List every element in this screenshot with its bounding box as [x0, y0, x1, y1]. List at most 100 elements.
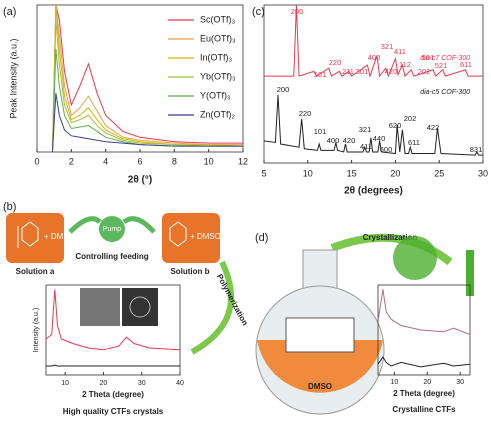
step-label: Polymerization	[215, 273, 250, 328]
peak-label: 202	[418, 67, 431, 76]
molecule-b	[169, 221, 187, 247]
peak-label: 321	[359, 125, 372, 134]
series-line	[51, 19, 243, 152]
peak-label: 400	[368, 53, 381, 62]
peak-label: 611	[408, 138, 420, 147]
x-tick-label: 0	[34, 156, 39, 166]
crystal-structure	[393, 236, 437, 280]
reagent-label: + DMSO	[190, 232, 221, 241]
x-tick-label: 4	[103, 156, 108, 166]
pump-label: Pump	[103, 226, 121, 233]
series-line	[378, 289, 470, 335]
peak-label: 411	[360, 142, 372, 151]
series-line	[46, 364, 180, 367]
solution-a-box	[6, 213, 64, 263]
peak-label: 420	[343, 136, 356, 145]
solution-b-box	[162, 213, 220, 263]
legend-label: Zn(OTf)₂	[200, 109, 235, 119]
peak-label: 200	[291, 7, 304, 16]
feeding-label: Controlling feeding	[75, 252, 148, 261]
peak-label: 620	[389, 121, 402, 130]
x-tick-label: 10	[61, 380, 69, 387]
plot-frame	[263, 4, 484, 164]
peak-label: 220	[329, 58, 342, 67]
y-axis-label: Intensity (a.u.)	[33, 308, 40, 352]
reagent-label: + DMSO	[44, 232, 75, 241]
solvent-label: DMSO	[308, 382, 332, 391]
caption: High quality CTFs crystals	[63, 407, 164, 416]
peak-label: 211	[342, 67, 354, 76]
plot-frame	[377, 284, 471, 376]
peak-label: 220	[299, 109, 312, 118]
peak-label: 202	[404, 114, 417, 123]
x-tick-label: 15	[347, 168, 357, 178]
series-label: dia-c7 COF-300	[420, 55, 470, 62]
series-label: dia-c5 COF-300	[420, 89, 470, 96]
x-tick-label: 30	[138, 380, 146, 387]
legend-label: Yb(OTf)₃	[200, 71, 236, 81]
x-axis-label: 2 Theta (degree)	[82, 390, 144, 399]
panel-label: (d)	[255, 232, 268, 244]
x-tick-label: 40	[176, 380, 184, 387]
x-tick-label: 25	[434, 168, 444, 178]
legend-label: In(OTf)₃	[200, 52, 232, 62]
legend-label: Eu(OTf)₃	[200, 33, 236, 43]
peak-label: 501	[422, 53, 435, 62]
reaction-box	[285, 317, 355, 353]
solution-label: Solution b	[170, 267, 209, 276]
peak-label: 831	[470, 145, 483, 154]
x-tick-label: 8	[172, 156, 177, 166]
series-line	[51, 5, 243, 152]
x-axis-label: 2θ (°)	[128, 175, 152, 186]
series-line	[46, 289, 180, 351]
crystal-stack	[466, 250, 474, 296]
x-tick-label: 30	[478, 168, 488, 178]
peak-label: 112	[399, 60, 411, 69]
peak-label: 101	[314, 127, 327, 136]
diffraction-ring	[129, 296, 151, 318]
series-line	[264, 95, 483, 156]
series-line	[51, 5, 243, 152]
arrow	[122, 216, 156, 234]
molecule-a	[17, 221, 39, 248]
peak-label: 400	[327, 136, 340, 145]
x-tick-label: 5	[261, 168, 266, 178]
peak-label: 521	[435, 61, 448, 70]
x-tick-label: 20	[423, 379, 431, 386]
peak-label: 321	[381, 42, 394, 51]
diffraction-pattern	[122, 288, 158, 326]
arrow	[330, 233, 453, 266]
x-axis-label: 2θ (degrees)	[344, 186, 403, 197]
x-tick-label: 2	[69, 156, 74, 166]
x-tick-label: 30	[456, 379, 464, 386]
x-axis-label: 2 Theta (degree)	[393, 389, 455, 398]
micrograph	[80, 288, 120, 326]
peak-label: 611	[460, 60, 472, 69]
series-line	[264, 5, 483, 78]
x-tick-label: 20	[390, 168, 400, 178]
pump-icon	[99, 216, 125, 242]
series-line	[51, 49, 243, 152]
peak-label: 422	[427, 123, 440, 132]
x-tick-label: 20	[100, 380, 108, 387]
panel-label: (b)	[3, 201, 16, 213]
x-tick-label: 12	[238, 156, 248, 166]
x-tick-label: 10	[303, 168, 313, 178]
peak-label: 301	[356, 67, 369, 76]
series-line	[51, 93, 243, 152]
flask-neck	[302, 249, 338, 291]
arrow	[68, 216, 102, 234]
peak-label: 101	[314, 70, 327, 79]
peak-label: 420	[385, 67, 398, 76]
panel-label: (c)	[252, 6, 265, 18]
solution-label: Solution a	[16, 267, 55, 276]
legend-label: Sc(OTf)₃	[200, 14, 235, 24]
peak-label: 440	[373, 134, 386, 143]
peak-label: 411	[394, 47, 406, 56]
plot-frame	[45, 284, 181, 376]
peak-label: 600	[380, 145, 393, 154]
panel-label: (a)	[3, 6, 16, 18]
arrow	[190, 260, 234, 355]
x-tick-label: 6	[137, 156, 142, 166]
